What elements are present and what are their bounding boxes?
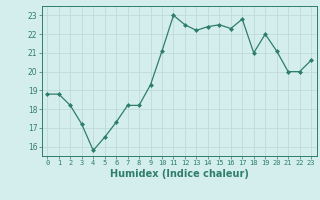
X-axis label: Humidex (Indice chaleur): Humidex (Indice chaleur)	[110, 169, 249, 179]
